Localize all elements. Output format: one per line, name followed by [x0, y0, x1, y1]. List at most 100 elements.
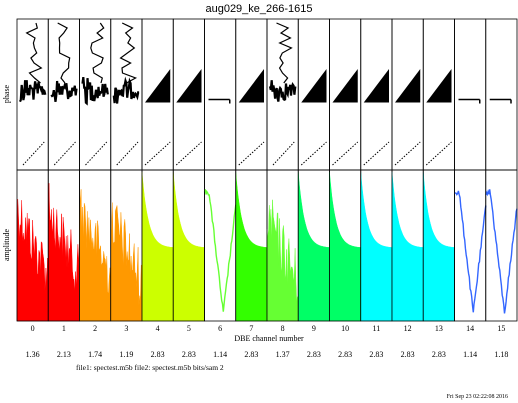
- channel-tick-0: 0: [31, 324, 35, 333]
- amplitude-fill-2: [79, 189, 112, 322]
- phase-scatter-2: [90, 22, 105, 84]
- phase-frame-15: [485, 18, 518, 171]
- amplitude-panel-5: [173, 171, 205, 322]
- amplitude-panel-11: [360, 171, 393, 322]
- amplitude-panel-6: [203, 189, 237, 312]
- phase-noise-2: [81, 76, 109, 106]
- phase-panel-10: [332, 69, 359, 166]
- channel-panel-11: [360, 18, 393, 322]
- channel-value-labels: 1.36 2.13 1.74 1.19 2.83 2.83 1.14 2.83 1.37 2.83…: [26, 350, 509, 359]
- amplitude-panel-2: [79, 189, 112, 322]
- amplitude-fill-4: [141, 171, 174, 322]
- phase-wedge-12: [395, 69, 421, 103]
- phase-dots-11: [363, 141, 390, 166]
- phase-panel-3: [112, 22, 140, 166]
- phase-noise-3: [112, 76, 140, 104]
- amplitude-fill-9: [298, 171, 330, 322]
- channel-value-3: 1.19: [119, 350, 133, 359]
- phase-dots-2: [85, 141, 108, 166]
- phase-wedge-5: [176, 69, 202, 103]
- channel-panel-7: [235, 18, 268, 322]
- phase-dots-3: [116, 141, 139, 166]
- phase-panel-1: [50, 22, 78, 166]
- phase-scatter-0: [25, 22, 43, 84]
- channel-tick-labels: 0 1 2 3 4 5 6 7 8 9 10 11 12 13 14 15: [31, 324, 506, 333]
- phase-wedge-4: [145, 69, 171, 103]
- phase-axis-label: phase: [2, 84, 11, 103]
- amplitude-panel-0: [16, 199, 49, 322]
- channel-panel-8: [266, 18, 299, 322]
- phase-wedge-7: [238, 69, 264, 103]
- channel-value-14: 1.14: [463, 350, 477, 359]
- x-axis-label: DBE channel number: [234, 334, 304, 343]
- channel-value-6: 1.14: [213, 350, 227, 359]
- timestamp: Fri Sep 23 02:22:08 2016: [447, 394, 508, 400]
- channel-tick-9: 9: [312, 324, 316, 333]
- amplitude-fill-12: [391, 171, 424, 322]
- phase-dots-5: [175, 141, 202, 166]
- phase-dots-0: [22, 141, 45, 166]
- phase-panel-15: [489, 98, 512, 104]
- channel-panel-4: [141, 18, 174, 322]
- phase-scatter-1: [57, 22, 71, 84]
- phase-dots-13: [425, 141, 452, 166]
- phase-noise-8: [268, 80, 297, 102]
- channel-value-10: 2.83: [338, 350, 352, 359]
- amplitude-panel-9: [298, 171, 330, 322]
- amplitude-frame-15: [485, 169, 518, 322]
- amplitude-panel-7: [235, 171, 268, 322]
- phase-wedge-13: [426, 69, 452, 103]
- channel-tick-13: 13: [435, 324, 443, 333]
- channel-tick-3: 3: [124, 324, 128, 333]
- amplitude-panel-13: [423, 171, 455, 322]
- channel-panel-13: [422, 18, 455, 322]
- channel-value-12: 2.83: [401, 350, 415, 359]
- phase-scatter-3: [119, 22, 138, 84]
- channel-tick-14: 14: [466, 324, 474, 333]
- phase-dots-4: [144, 141, 171, 166]
- channel-value-8: 1.37: [276, 350, 290, 359]
- phase-panel-6: [208, 98, 231, 104]
- amplitude-fill-10: [329, 171, 362, 322]
- channel-value-1: 2.13: [57, 350, 71, 359]
- channel-panel-1: [47, 18, 80, 322]
- amplitude-panel-8: [266, 199, 299, 322]
- phase-wedge-9: [301, 69, 327, 103]
- phase-dots-12: [394, 141, 421, 166]
- amplitude-panel-4: [141, 171, 174, 322]
- channel-value-2: 1.74: [88, 350, 102, 359]
- amplitude-trace-6: [203, 189, 237, 312]
- channel-value-0: 1.36: [26, 350, 40, 359]
- phase-frame-6: [204, 18, 237, 171]
- amplitude-fill-8: [266, 199, 299, 322]
- phase-frame-14: [454, 18, 487, 171]
- channel-tick-6: 6: [218, 324, 222, 333]
- phase-panel-2: [81, 22, 109, 166]
- amplitude-fill-1: [48, 183, 80, 322]
- amplitude-trace-14: [454, 190, 487, 313]
- phase-wedge-11: [363, 69, 389, 103]
- phase-dots-7: [238, 141, 265, 166]
- amplitude-panel-14: [454, 190, 487, 313]
- phase-scatter-8: [276, 22, 293, 84]
- channel-tick-10: 10: [341, 324, 349, 333]
- file-note: file1: spectest.m5b file2: spectest.m5b …: [76, 363, 224, 372]
- phase-dots-8: [272, 141, 295, 166]
- channel-value-4: 2.83: [151, 350, 165, 359]
- phase-dots-10: [332, 141, 359, 166]
- phase-dots-9: [300, 141, 327, 166]
- phase-noise-1: [50, 80, 78, 102]
- channel-tick-12: 12: [404, 324, 412, 333]
- phase-panel-4: [144, 69, 171, 166]
- amplitude-panel-10: [329, 171, 362, 322]
- channel-tick-7: 7: [249, 324, 253, 333]
- channel-panel-12: [391, 18, 424, 322]
- channel-value-5: 2.83: [182, 350, 196, 359]
- channel-panel-5: [172, 18, 205, 322]
- channel-panel-2: [79, 18, 112, 322]
- channel-tick-1: 1: [62, 324, 66, 333]
- channel-panel-14: [454, 18, 487, 322]
- channel-value-9: 2.83: [307, 350, 321, 359]
- phase-panel-7: [238, 69, 265, 166]
